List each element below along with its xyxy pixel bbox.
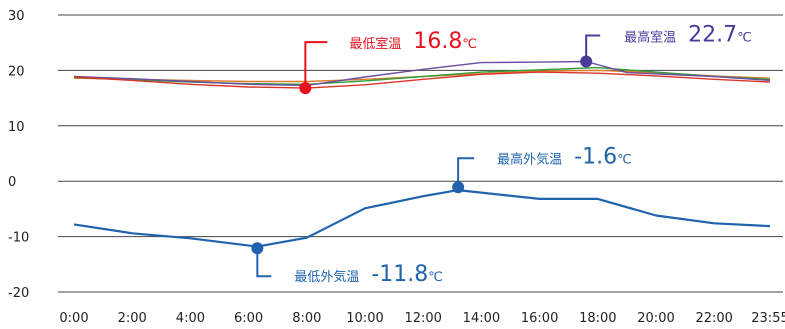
series-line-4: [73, 189, 771, 248]
x-tick-label: 18:00: [579, 311, 616, 326]
y-tick-label: 0: [8, 175, 16, 190]
annotation-unit: ℃: [462, 37, 477, 52]
annotation-text: 最低外気温 -11.8℃: [294, 262, 443, 287]
annotation-leader: [256, 248, 272, 278]
x-tick-label: 0:00: [59, 311, 88, 326]
x-tick-label: 20:00: [637, 311, 674, 326]
annotation-text: 最高外気温 -1.6℃: [497, 144, 632, 169]
annotation-text: 最低室温 16.8℃: [349, 29, 477, 54]
annotation-leader: [304, 41, 328, 89]
annotation-marker: [580, 55, 593, 68]
x-tick-label: 2:00: [118, 311, 147, 326]
annotation-label: 最低室温: [349, 36, 401, 52]
annotation-leader: [457, 157, 475, 188]
x-tick-label: 4:00: [176, 311, 205, 326]
annotation-label: 最低外気温: [294, 269, 359, 285]
annotation-value: 16.8: [413, 29, 462, 54]
y-tick-label: -10: [8, 231, 29, 246]
annotation-marker: [251, 242, 264, 255]
annotation-text: 最高室温 22.7℃: [624, 23, 752, 48]
series-line-2: [73, 60, 771, 87]
y-tick-label: 20: [8, 64, 25, 79]
y-tick-label: 30: [8, 9, 25, 24]
x-tick-label: 23:55: [751, 311, 785, 326]
x-tick-label: 16:00: [521, 311, 558, 326]
annotation-unit: ℃: [617, 152, 632, 167]
x-tick-label: 14:00: [463, 311, 500, 326]
annotation-unit: ℃: [737, 31, 752, 46]
annotation-value: -1.6: [574, 144, 617, 169]
annotation-value: 22.7: [688, 23, 737, 48]
x-tick-label: 10:00: [346, 311, 383, 326]
annotation-marker: [452, 181, 465, 194]
x-tick-label: 8:00: [292, 311, 321, 326]
y-tick-label: 10: [8, 120, 25, 135]
annotation-value: -11.8: [371, 262, 428, 287]
y-tick-label: -20: [8, 286, 29, 301]
annotation-label: 最高外気温: [497, 151, 562, 167]
x-tick-label: 12:00: [404, 311, 441, 326]
annotation-label: 最高室温: [624, 30, 676, 46]
annotation-leader: [585, 34, 601, 62]
annotation-marker: [299, 82, 312, 95]
x-tick-label: 22:00: [695, 311, 732, 326]
annotation-unit: ℃: [428, 270, 443, 285]
x-tick-label: 6:00: [234, 311, 263, 326]
series-line-3: [73, 71, 771, 89]
